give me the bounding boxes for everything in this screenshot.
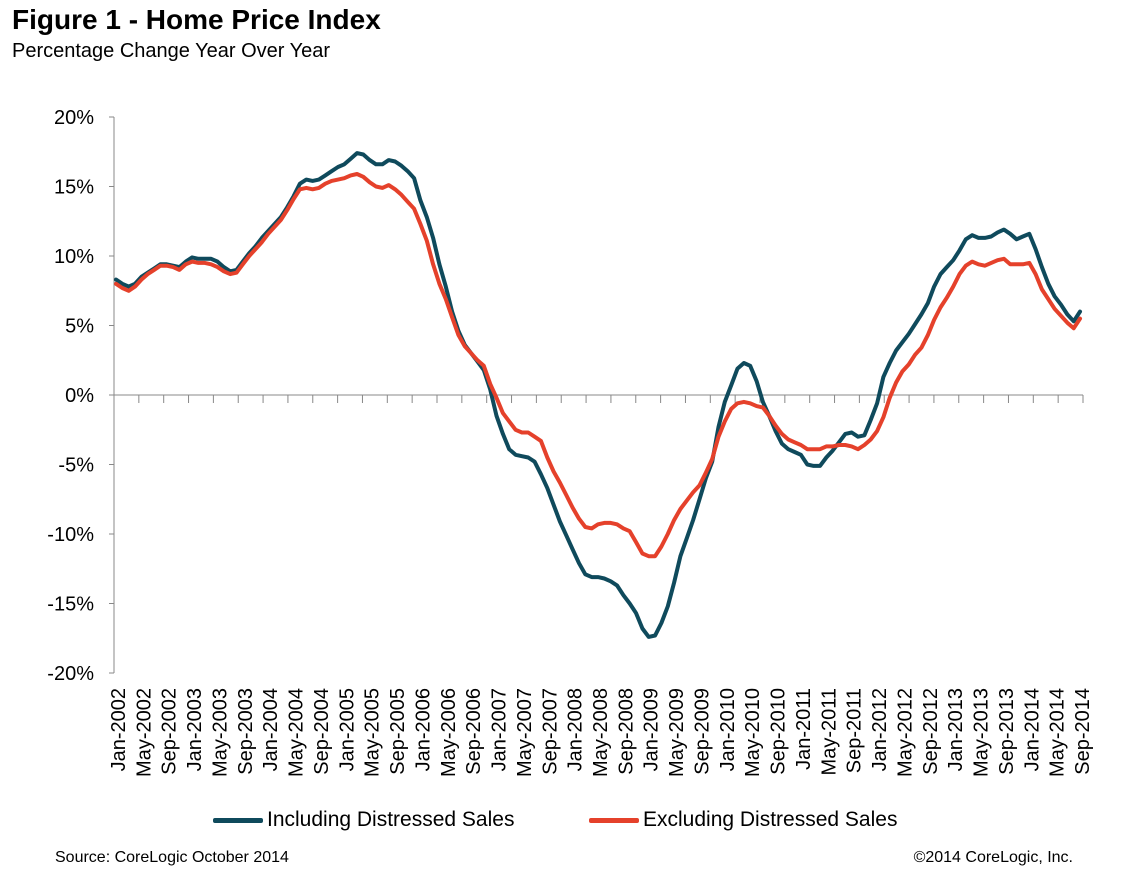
x-tick-label: May-2009 [666, 688, 688, 777]
y-tick-label: 20% [54, 107, 94, 129]
x-tick-label: Jan-2007 [489, 688, 511, 771]
legend-item-including: Including Distressed Sales [213, 808, 514, 832]
x-tick-label: May-2014 [1047, 688, 1069, 777]
x-tick-label: Jan-2008 [565, 688, 587, 771]
y-tick-label: 15% [54, 177, 94, 199]
legend-label-including: Including Distressed Sales [267, 808, 515, 831]
x-tick-label: Jan-2014 [1021, 688, 1043, 771]
x-tick-label: May-2011 [818, 688, 840, 775]
y-tick-label: -10% [47, 524, 94, 546]
legend-item-excluding: Excluding Distressed Sales [589, 808, 897, 832]
x-tick-label: Jan-2012 [869, 688, 891, 771]
y-tick-label: -20% [47, 663, 94, 685]
x-tick-label: Sep-2013 [996, 688, 1018, 775]
x-tick-label: Sep-2004 [311, 688, 333, 775]
y-tick-label: -5% [58, 455, 94, 477]
x-tick-label: Sep-2003 [235, 688, 257, 775]
chart-subtitle: Percentage Change Year Over Year [12, 40, 331, 62]
x-tick-label: Jan-2003 [184, 688, 206, 771]
y-tick-label: -15% [47, 594, 94, 616]
x-tick-label: Sep-2005 [387, 688, 409, 775]
legend-swatch-including [213, 817, 263, 823]
y-tick-label: 5% [65, 316, 94, 338]
x-tick-label: Jan-2006 [412, 688, 434, 771]
source-note: Source: CoreLogic October 2014 [55, 849, 289, 866]
x-tick-label: May-2012 [894, 688, 916, 777]
x-tick-label: Sep-2007 [539, 688, 561, 775]
x-tick-label: May-2002 [133, 688, 155, 777]
copyright-note: ©2014 CoreLogic, Inc. [913, 849, 1073, 866]
x-tick-label: Sep-2009 [691, 688, 713, 775]
x-tick-label: Sep-2002 [159, 688, 181, 775]
series-line-excluding [114, 172, 1082, 559]
x-tick-label: May-2013 [971, 688, 993, 777]
x-tick-label: May-2005 [362, 688, 384, 777]
x-tick-label: Sep-2006 [463, 688, 485, 775]
x-tick-label: May-2007 [514, 688, 536, 777]
x-tick-label: Sep-2008 [615, 688, 637, 775]
x-tick-label: Jan-2011 [793, 688, 815, 770]
x-tick-label: Sep-2011 [844, 688, 866, 773]
x-tick-label: May-2004 [286, 688, 308, 777]
x-tick-label: Sep-2010 [768, 688, 790, 775]
x-tick-label: Sep-2012 [920, 688, 942, 775]
x-tick-label: Jan-2010 [717, 688, 739, 771]
chart-title: Figure 1 - Home Price Index [12, 4, 381, 35]
x-tick-label: May-2010 [742, 688, 764, 777]
x-tick-label: Jan-2004 [260, 688, 282, 771]
x-tick-label: Jan-2013 [945, 688, 967, 771]
x-tick-label: May-2008 [590, 688, 612, 777]
x-tick-label: Jan-2009 [641, 688, 663, 771]
y-tick-label: 0% [65, 385, 94, 407]
x-tick-label: Jan-2005 [336, 688, 358, 771]
x-tick-label: May-2006 [438, 688, 460, 777]
x-tick-label: Sep-2014 [1072, 688, 1094, 775]
legend-swatch-excluding [589, 817, 639, 823]
x-tick-label: May-2003 [209, 688, 231, 777]
legend-label-excluding: Excluding Distressed Sales [643, 808, 898, 831]
y-tick-label: 10% [54, 246, 94, 268]
x-tick-label: Jan-2002 [108, 688, 130, 771]
